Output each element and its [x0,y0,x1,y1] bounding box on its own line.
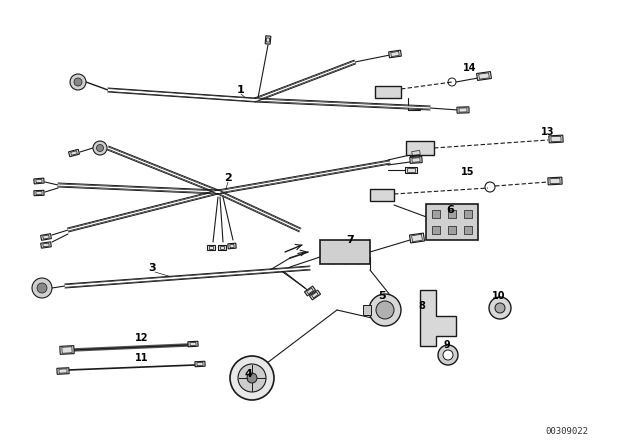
Text: 10: 10 [492,291,506,301]
Text: 1: 1 [237,85,245,95]
Text: 11: 11 [135,353,148,363]
Bar [412,158,420,162]
Bar [218,246,226,250]
Circle shape [97,145,104,151]
Bar [406,141,434,155]
Circle shape [443,350,453,360]
Bar [432,210,440,218]
Circle shape [369,294,401,326]
Bar [57,368,69,375]
Bar [410,233,424,243]
Bar [188,341,198,347]
Bar [60,346,74,354]
Text: 2: 2 [224,173,232,183]
Bar [36,191,42,194]
Bar [320,240,370,264]
Bar [209,246,213,250]
Bar [43,243,49,247]
Bar [68,149,79,157]
Bar [220,246,224,250]
Bar [448,210,456,218]
Circle shape [230,356,274,400]
Bar [549,135,563,143]
Text: 3: 3 [148,263,156,273]
Text: 6: 6 [446,205,454,215]
Bar [410,157,422,164]
Circle shape [495,303,505,313]
Bar [265,36,271,44]
Circle shape [438,345,458,365]
Circle shape [376,301,394,319]
Bar [412,151,420,155]
Bar [41,234,51,240]
Bar [477,72,492,81]
Bar [410,149,422,157]
Bar [548,177,562,185]
Bar [432,226,440,234]
Bar [375,86,401,98]
Bar [407,168,415,172]
Bar [197,362,203,366]
Bar [464,226,472,234]
Bar [266,38,269,42]
Circle shape [238,364,266,392]
Bar [43,235,49,239]
Bar [457,107,469,113]
Circle shape [247,373,257,383]
Bar [70,151,77,155]
Circle shape [489,297,511,319]
Bar [459,108,467,112]
Bar [448,226,456,234]
Bar [41,242,51,248]
Text: 14: 14 [463,63,477,73]
Bar [391,52,399,56]
Bar [34,190,44,196]
Bar [412,234,422,241]
Text: 15: 15 [461,167,475,177]
Bar [551,136,561,142]
Polygon shape [420,290,456,346]
Circle shape [93,141,107,155]
Bar [59,369,67,373]
Text: 7: 7 [346,235,354,245]
Bar [464,210,472,218]
Circle shape [32,278,52,298]
Bar [426,204,478,240]
Bar [305,286,316,296]
Bar [363,305,371,315]
Circle shape [74,78,82,86]
Text: 13: 13 [541,127,555,137]
Text: 12: 12 [135,333,148,343]
Bar [479,73,490,79]
Bar [310,290,321,300]
Bar [207,246,215,250]
Bar [550,178,560,184]
Text: 8: 8 [419,301,426,311]
Bar [62,347,72,353]
Bar [405,167,417,173]
Text: 4: 4 [244,369,252,379]
Bar [195,361,205,367]
Bar [307,288,314,294]
Bar [36,179,42,183]
Text: 5: 5 [378,291,386,301]
Text: 00309022: 00309022 [545,427,588,436]
Bar [388,50,401,58]
Bar [370,189,394,201]
Bar [312,292,318,298]
Circle shape [37,283,47,293]
Bar [34,178,44,184]
Bar [228,243,236,249]
Text: 9: 9 [444,340,451,350]
Bar [230,244,234,248]
Bar [190,342,196,346]
Circle shape [70,74,86,90]
